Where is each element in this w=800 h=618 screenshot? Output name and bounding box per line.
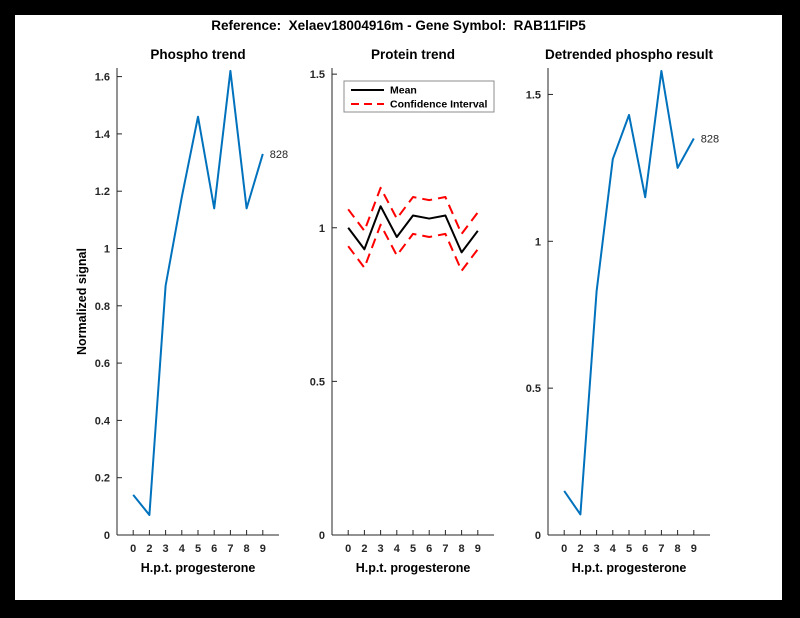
subplot-title: Detrended phospho result (545, 47, 714, 62)
x-tick-label: 5 (195, 543, 201, 555)
y-tick-label: 0.4 (95, 415, 111, 427)
x-tick-label: 6 (642, 543, 648, 555)
y-tick-label: 1 (535, 236, 541, 248)
x-tick-label: 7 (227, 543, 233, 555)
x-tick-label: 5 (410, 543, 416, 555)
x-tick-label: 4 (394, 543, 401, 555)
subplot-title: Protein trend (371, 47, 455, 62)
subplot-title: Phospho trend (150, 47, 245, 62)
y-tick-label: 0.8 (95, 301, 110, 313)
x-tick-label: 5 (626, 543, 632, 555)
x-tick-label: 3 (378, 543, 384, 555)
series-end-label: 828 (270, 149, 288, 161)
y-tick-label: 1 (319, 223, 325, 235)
x-tick-label: 0 (345, 543, 351, 555)
y-tick-label: 0.2 (95, 473, 110, 485)
x-tick-label: 9 (260, 543, 266, 555)
x-tick-label: 0 (130, 543, 136, 555)
y-tick-label: 1.2 (95, 186, 110, 198)
legend-label: Confidence Interval (390, 99, 488, 111)
x-axis-label: H.p.t. progesterone (572, 561, 687, 575)
x-tick-label: 4 (610, 543, 617, 555)
legend-label: Mean (390, 85, 417, 97)
y-tick-label: 1.4 (95, 129, 111, 141)
y-axis-label: Normalized signal (75, 248, 89, 355)
legend-box (343, 80, 495, 113)
x-tick-label: 0 (561, 543, 567, 555)
series-detrended-phospho-signal (563, 69, 695, 516)
x-tick-label: 9 (475, 543, 481, 555)
x-tick-label: 3 (163, 543, 169, 555)
x-tick-label: 7 (658, 543, 664, 555)
y-tick-label: 0.6 (95, 358, 110, 370)
y-tick-label: 1 (104, 243, 110, 255)
y-tick-label: 0 (104, 530, 110, 542)
x-tick-label: 2 (146, 543, 152, 555)
x-tick-label: 9 (691, 543, 697, 555)
series-phospho-signal (132, 69, 264, 516)
y-tick-label: 1.6 (95, 72, 110, 84)
y-tick-label: 0 (319, 530, 325, 542)
x-axis-label: H.p.t. progesterone (356, 561, 471, 575)
figure-title: Reference: Xelaev18004916m - Gene Symbol… (211, 18, 586, 33)
y-tick-label: 0 (535, 530, 541, 542)
x-tick-label: 8 (459, 543, 465, 555)
x-axis-label: H.p.t. progesterone (141, 561, 256, 575)
x-tick-label: 2 (361, 543, 367, 555)
x-tick-label: 7 (442, 543, 448, 555)
subplot-1: 00.20.40.60.811.21.41.60 2 3 4 5 6 7 8 9Phospho … (75, 47, 288, 575)
x-tick-label: 6 (426, 543, 432, 555)
x-tick-label: 2 (577, 543, 583, 555)
y-tick-label: 0.5 (310, 376, 325, 388)
x-tick-label: 8 (675, 543, 681, 555)
y-tick-label: 1.5 (310, 69, 325, 81)
x-tick-label: 3 (594, 543, 600, 555)
series-ci-upper (347, 186, 479, 235)
x-tick-label: 4 (179, 543, 186, 555)
series-mean (347, 205, 479, 254)
series-ci-lower (347, 223, 479, 272)
y-tick-label: 0.5 (526, 383, 541, 395)
y-tick-label: 1.5 (526, 89, 541, 101)
series-end-label: 828 (701, 133, 719, 145)
x-tick-label: 6 (211, 543, 217, 555)
x-tick-label: 8 (244, 543, 250, 555)
